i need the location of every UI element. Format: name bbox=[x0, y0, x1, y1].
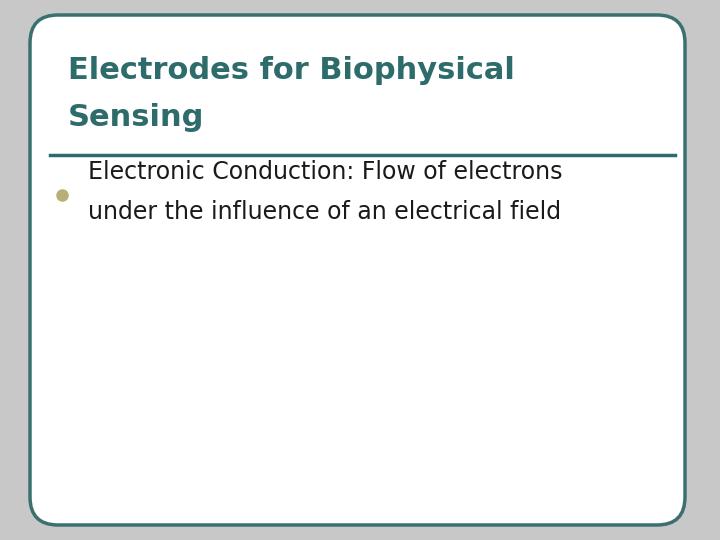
FancyBboxPatch shape bbox=[30, 15, 685, 525]
Text: under the influence of an electrical field: under the influence of an electrical fie… bbox=[88, 200, 561, 224]
Text: Electronic Conduction: Flow of electrons: Electronic Conduction: Flow of electrons bbox=[88, 160, 562, 184]
Text: Electrodes for Biophysical: Electrodes for Biophysical bbox=[68, 56, 515, 85]
Text: Sensing: Sensing bbox=[68, 103, 204, 132]
